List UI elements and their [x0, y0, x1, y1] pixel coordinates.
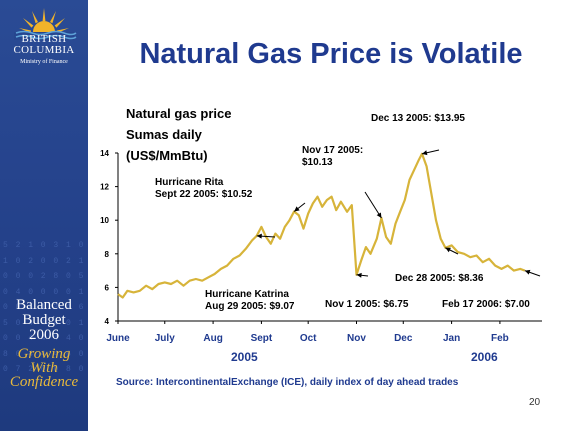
annotation-label: Dec 13 2005: $13.95: [371, 113, 465, 124]
annotation-label: Feb 17 2006: $7.00: [442, 299, 530, 310]
x-tick-label: Nov: [347, 333, 366, 344]
year-label-2006: 2006: [471, 350, 498, 364]
slide-title: Natural Gas Price is Volatile: [139, 38, 523, 70]
annotation-arrowhead: [376, 212, 382, 219]
x-tick-label: June: [106, 333, 130, 344]
ministry-name: Ministry of Finance: [20, 59, 68, 65]
x-tick-label: Sept: [251, 333, 273, 344]
annotation-arrowhead: [356, 272, 362, 278]
sunrise-logo-icon: [14, 8, 77, 40]
y-tick-label: 4: [105, 317, 110, 326]
budget-title: Balanced Budget 2006: [16, 297, 72, 343]
page-number: 20: [529, 397, 541, 408]
y-tick-label: 8: [105, 250, 110, 259]
x-tick-label: July: [155, 333, 175, 344]
y-tick-label: 12: [100, 183, 109, 192]
y-tick-label: 14: [100, 149, 109, 158]
x-tick-label: Oct: [300, 333, 317, 344]
annotation-label: Nov 1 2005: $6.75: [325, 299, 409, 310]
sidebar-digit-pattern: 5 2 1 0 3 1 0 1 0 2 0 0 2 1 0 0 0 0 2 8 …: [3, 241, 85, 374]
y-tick-label: 6: [105, 283, 110, 292]
x-tick-label: Feb: [491, 333, 509, 344]
annotation-arrowhead: [445, 247, 451, 253]
annotation-arrowhead: [421, 150, 428, 156]
x-tick-label: Dec: [394, 333, 413, 344]
sidebar: 5 2 1 0 3 1 0 1 0 2 0 0 2 1 0 0 0 0 2 8 …: [0, 0, 88, 431]
y-axis-label: Natural gas price Sumas daily (US$/MmBtu…: [126, 106, 232, 163]
annotation-arrowhead: [294, 206, 300, 212]
annotation-arrow-line: [364, 191, 382, 219]
y-tick-label: 10: [100, 216, 109, 225]
annotation-arrowhead: [524, 269, 531, 275]
source-note: Source: IntercontinentalExchange (ICE), …: [116, 377, 459, 388]
annotation-label: Hurricane Rita Sept 22 2005: $10.52: [155, 177, 253, 200]
annotation-label: Hurricane Katrina Aug 29 2005: $9.07: [205, 289, 295, 312]
tagline: Growing With Confidence: [9, 346, 79, 390]
annotation-label: Nov 17 2005: $10.13: [302, 145, 364, 168]
annotation-label: Dec 28 2005: $8.36: [395, 273, 484, 284]
price-line-series: [117, 152, 526, 299]
year-label-2005: 2005: [231, 350, 258, 364]
org-name: BRITISH COLUMBIA: [13, 33, 75, 56]
annotation-arrowhead: [256, 233, 262, 239]
x-tick-label: Jan: [443, 333, 460, 344]
x-tick-label: Aug: [203, 333, 222, 344]
